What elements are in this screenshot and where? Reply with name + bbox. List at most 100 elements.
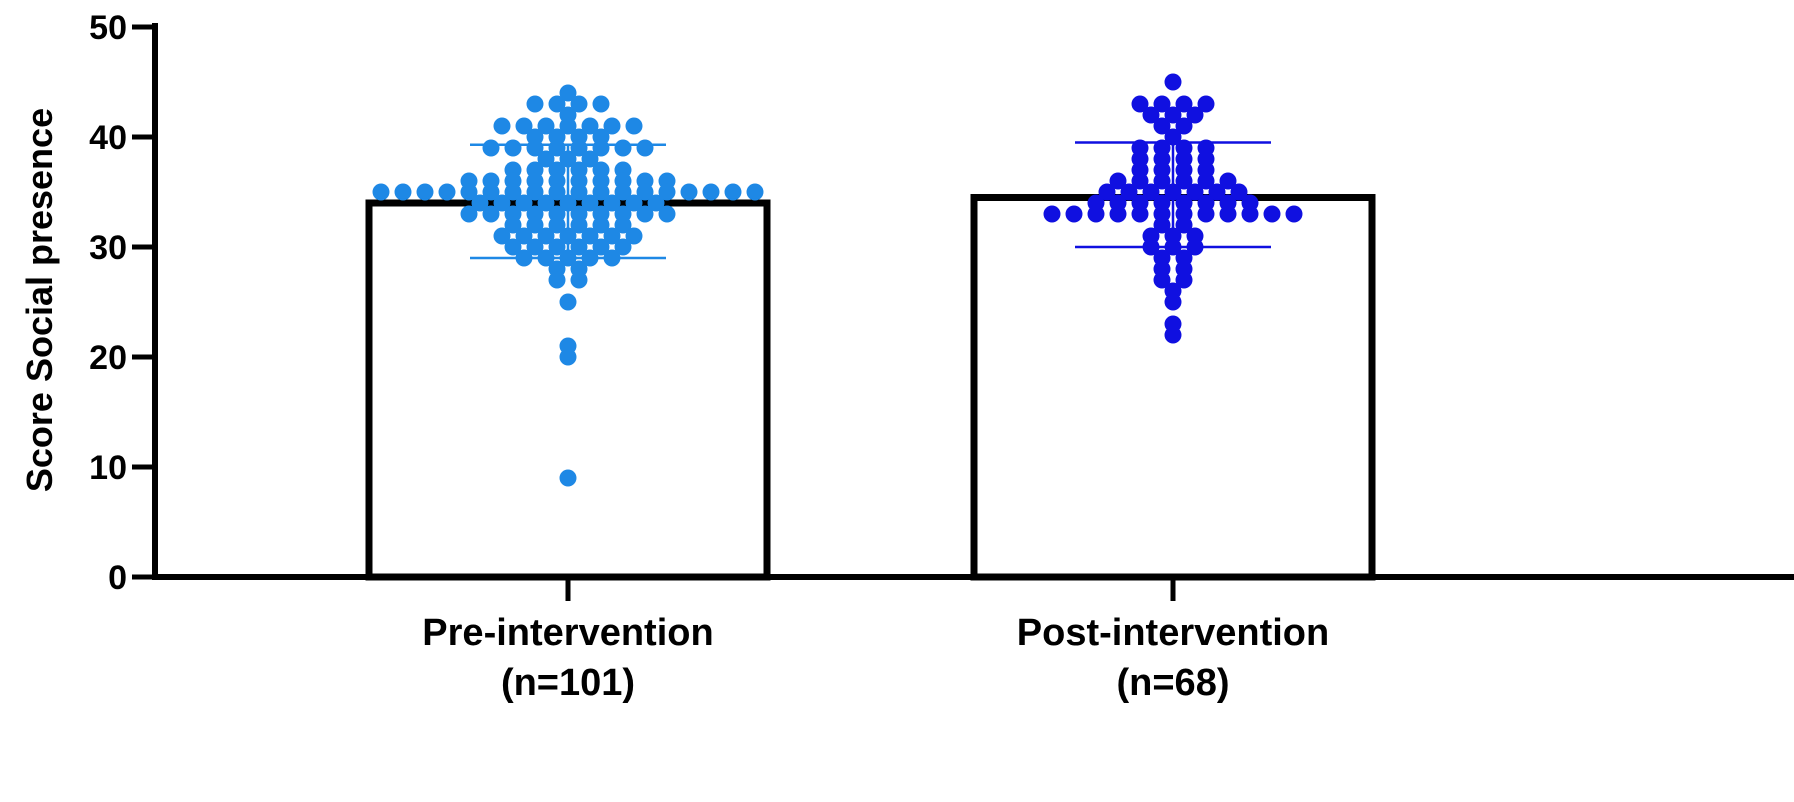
data-point <box>1175 95 1193 113</box>
data-point <box>537 150 555 168</box>
data-point <box>438 183 456 201</box>
data-point <box>592 238 610 256</box>
data-point <box>603 194 621 212</box>
data-point <box>1098 183 1116 201</box>
data-point <box>1285 205 1303 223</box>
data-point <box>1230 183 1248 201</box>
y-tick-label-30: 30 <box>89 229 127 267</box>
data-point <box>460 183 478 201</box>
data-point <box>636 139 654 157</box>
data-point <box>537 117 555 135</box>
category-label-post-line2: (n=68) <box>1117 662 1230 704</box>
data-point <box>636 183 654 201</box>
data-point <box>1131 172 1149 190</box>
data-point <box>592 95 610 113</box>
data-point <box>504 238 522 256</box>
data-point <box>372 183 390 201</box>
data-point <box>416 183 434 201</box>
data-point <box>702 183 720 201</box>
data-point <box>581 194 599 212</box>
data-point <box>1109 205 1127 223</box>
data-point <box>548 238 566 256</box>
data-point <box>1186 183 1204 201</box>
data-point <box>526 216 544 234</box>
data-point <box>504 216 522 234</box>
data-point <box>570 183 588 201</box>
data-point <box>1142 183 1160 201</box>
data-point <box>559 84 577 102</box>
data-point <box>1131 95 1149 113</box>
data-point <box>570 271 588 289</box>
data-point <box>1175 216 1193 234</box>
points-layer <box>372 73 1303 487</box>
data-point <box>482 139 500 157</box>
data-point <box>680 183 698 201</box>
y-axis-label: Score Social presence <box>19 108 60 492</box>
data-point <box>581 117 599 135</box>
data-point <box>1197 95 1215 113</box>
data-point <box>471 194 489 212</box>
category-label-post-line1: Post-intervention <box>1017 612 1329 654</box>
y-tick-label-10: 10 <box>89 449 127 487</box>
data-point <box>559 293 577 311</box>
data-point <box>526 183 544 201</box>
data-point <box>559 469 577 487</box>
data-point <box>1175 172 1193 190</box>
ticks-layer: 0 10 20 30 40 50 <box>89 9 1176 601</box>
data-point <box>658 183 676 201</box>
data-point <box>548 95 566 113</box>
data-point <box>1109 172 1127 190</box>
data-point <box>746 183 764 201</box>
data-point <box>1175 271 1193 289</box>
data-point <box>614 139 632 157</box>
data-point <box>493 117 511 135</box>
data-point <box>482 205 500 223</box>
data-point <box>548 216 566 234</box>
data-point <box>1153 95 1171 113</box>
data-point <box>1153 216 1171 234</box>
data-point <box>504 183 522 201</box>
data-point <box>1164 293 1182 311</box>
data-point <box>559 348 577 366</box>
data-point <box>515 227 533 245</box>
data-point <box>1153 117 1171 135</box>
data-point <box>1241 205 1259 223</box>
data-point <box>482 183 500 201</box>
data-point <box>1164 326 1182 344</box>
data-point <box>625 227 643 245</box>
data-point <box>592 216 610 234</box>
data-point <box>1153 172 1171 190</box>
bar-2 <box>970 194 1376 581</box>
data-point <box>1153 271 1171 289</box>
data-point <box>493 227 511 245</box>
axes-layer <box>152 23 1794 580</box>
errorbars-layer <box>470 141 1271 260</box>
data-point <box>570 216 588 234</box>
data-point <box>515 117 533 135</box>
data-point <box>548 271 566 289</box>
y-tick-label-50: 50 <box>89 9 127 47</box>
y-tick-label-40: 40 <box>89 119 127 157</box>
data-point <box>1164 73 1182 91</box>
data-point <box>614 238 632 256</box>
data-point <box>570 238 588 256</box>
category-label-pre-line1: Pre-intervention <box>422 612 713 654</box>
data-point <box>658 205 676 223</box>
data-point <box>537 227 555 245</box>
data-point <box>592 183 610 201</box>
data-point <box>1175 117 1193 135</box>
data-point <box>526 238 544 256</box>
data-point <box>570 95 588 113</box>
data-point <box>504 139 522 157</box>
data-point <box>394 183 412 201</box>
data-point <box>614 183 632 201</box>
data-point <box>625 194 643 212</box>
data-point <box>603 227 621 245</box>
data-point <box>1087 205 1105 223</box>
data-point <box>1197 172 1215 190</box>
data-point <box>1120 183 1138 201</box>
data-point <box>1197 205 1215 223</box>
data-point <box>1263 205 1281 223</box>
data-point <box>581 150 599 168</box>
